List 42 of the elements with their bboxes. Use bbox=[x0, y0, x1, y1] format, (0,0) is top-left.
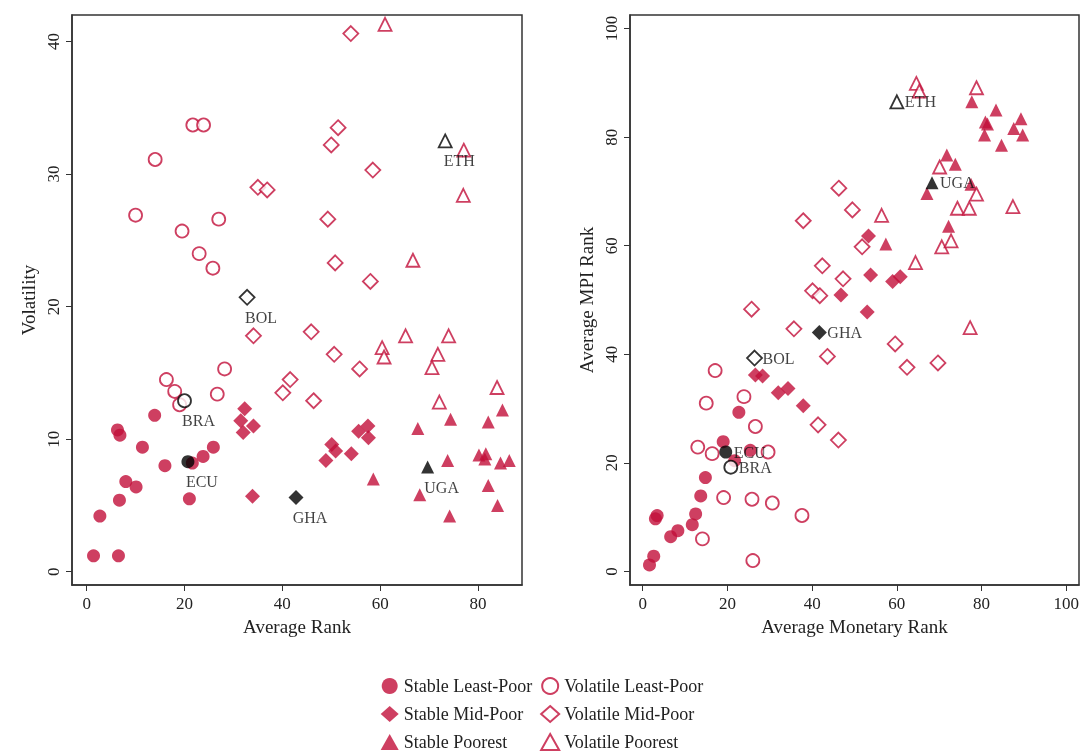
legend-label: Stable Least-Poor bbox=[403, 676, 533, 696]
y-tick-label: 40 bbox=[44, 33, 63, 51]
x-tick-label: 20 bbox=[718, 594, 736, 613]
annotation: UGA bbox=[424, 478, 460, 496]
x-tick-label: 60 bbox=[888, 594, 906, 613]
x-axis-title: Average Rank bbox=[243, 616, 352, 637]
y-tick-label: 80 bbox=[602, 128, 621, 146]
annotation: BOL bbox=[245, 308, 278, 326]
y-axis-title: Volatility bbox=[18, 264, 39, 336]
y-tick-label: 0 bbox=[44, 567, 63, 576]
annotation: GHA bbox=[827, 324, 863, 342]
y-tick-label: 40 bbox=[602, 345, 621, 363]
annotation: BRA bbox=[738, 458, 773, 476]
annotation: ECU bbox=[185, 473, 219, 491]
y-tick-label: 20 bbox=[602, 454, 621, 472]
x-tick-label: 40 bbox=[803, 594, 821, 613]
legend-label: Volatile Least-Poor bbox=[564, 676, 704, 696]
legend-label: Stable Poorest bbox=[403, 732, 508, 752]
x-tick-label: 40 bbox=[273, 594, 291, 613]
legend-label: Stable Mid-Poor bbox=[403, 704, 524, 724]
y-axis-title: Average MPI Rank bbox=[576, 226, 597, 374]
annotation: GHA bbox=[292, 509, 328, 527]
x-axis-title: Average Monetary Rank bbox=[761, 616, 949, 637]
x-tick-label: 80 bbox=[973, 594, 991, 613]
legend-label: Volatile Poorest bbox=[564, 732, 679, 752]
legend-label: Volatile Mid-Poor bbox=[564, 704, 695, 724]
y-tick-label: 10 bbox=[44, 430, 63, 448]
x-tick-label: 80 bbox=[469, 594, 487, 613]
x-tick-label: 0 bbox=[82, 594, 91, 613]
y-tick-label: 100 bbox=[602, 15, 621, 42]
y-tick-label: 20 bbox=[44, 298, 63, 316]
x-tick-label: 100 bbox=[1053, 594, 1080, 613]
annotation: BRA bbox=[182, 412, 216, 430]
y-tick-label: 0 bbox=[602, 567, 621, 576]
x-tick-label: 20 bbox=[176, 594, 193, 613]
x-tick-label: 0 bbox=[638, 594, 647, 613]
annotation: ETH bbox=[443, 152, 476, 170]
y-tick-label: 30 bbox=[44, 165, 63, 183]
x-tick-label: 60 bbox=[371, 594, 389, 613]
annotation: ETH bbox=[904, 93, 937, 111]
annotation: BOL bbox=[762, 349, 795, 367]
y-tick-label: 60 bbox=[602, 237, 621, 255]
